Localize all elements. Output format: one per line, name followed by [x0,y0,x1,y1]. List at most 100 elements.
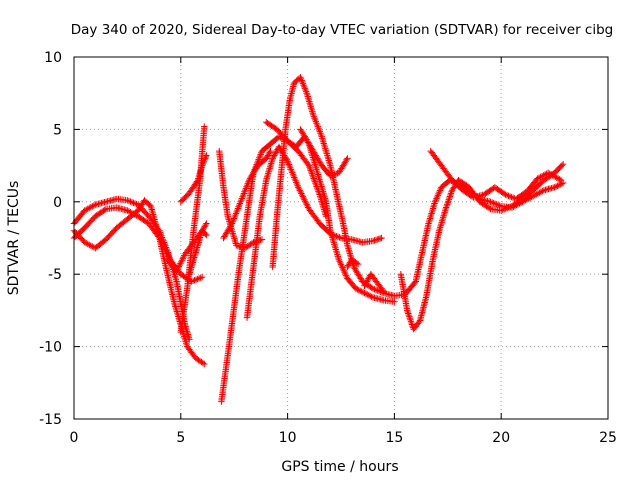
x-tick-label: 15 [385,430,403,446]
data-point [177,258,185,266]
data-point [290,172,297,180]
data-point [344,155,351,162]
data-point [500,190,508,197]
data-point [189,277,197,285]
data-point [552,183,560,190]
data-point [308,168,315,176]
x-tick-label: 5 [176,430,185,446]
data-point [318,184,326,192]
data-point [365,291,372,299]
data-point [128,199,136,206]
y-tick-label: -15 [39,412,62,428]
data-point [192,276,200,283]
data-point [297,188,304,196]
data-point [230,233,238,240]
data-point [334,233,342,240]
data-point [318,183,325,190]
plot-frame [73,56,609,420]
data-point [320,138,327,145]
data-point [291,175,299,183]
data-point [155,233,162,240]
data-point [415,318,423,326]
data-point [357,287,364,295]
data-point [362,281,369,288]
data-point [198,273,206,281]
data-point [304,139,312,146]
data-point [339,265,347,273]
data-point [311,159,318,166]
data-point [339,264,346,271]
data-point [406,313,413,320]
data-point [436,187,444,194]
data-point [306,165,314,173]
data-point [343,156,350,164]
data-point [298,191,306,199]
data-point [125,197,133,205]
data-point [330,237,337,245]
data-point [366,292,374,300]
series-sat-f [177,152,210,205]
data-point [444,201,451,208]
data-point [502,205,509,212]
data-point [365,275,372,282]
y-tick-label: -5 [48,267,62,283]
y-axis-label: SDTVAR / TECUs [6,181,22,296]
data-point [334,253,342,260]
data-point [371,286,378,293]
data-point [436,188,443,196]
data-point [442,204,450,211]
data-point [289,169,296,176]
data-point [405,310,412,317]
data-point [358,288,365,295]
data-point [404,307,411,314]
data-point [380,288,387,295]
data-point [200,158,208,165]
data-point [338,262,345,270]
data-point [295,185,303,193]
y-tick-label: -10 [39,340,62,356]
data-point [411,279,418,286]
data-point [555,181,563,189]
data-point [326,160,334,168]
data-point [330,239,338,246]
data-point [557,181,564,188]
data-point [491,200,499,207]
data-point [201,156,208,164]
data-point [544,169,552,177]
series-sat-q [361,271,387,295]
data-point [271,150,279,158]
x-tick-label: 0 [70,430,79,446]
data-point [285,159,292,167]
data-point [354,260,362,268]
data-markers [70,74,567,405]
data-point [286,162,293,170]
data-point [177,260,184,267]
data-point [352,285,360,292]
data-point [408,319,415,327]
data-point [195,275,203,282]
data-point [179,255,186,262]
data-point [297,75,305,83]
data-point [306,164,313,171]
data-point [319,136,326,144]
data-point [336,258,343,265]
data-point [302,199,310,207]
data-point [201,360,208,368]
data-point [487,198,494,205]
data-point [507,203,514,210]
data-point [202,153,210,161]
data-point [431,198,439,205]
data-point [298,77,305,84]
data-point [361,289,368,297]
data-point [292,177,299,185]
data-point [508,193,515,201]
data-point [302,86,309,94]
data-point [432,196,439,204]
data-point [546,170,553,177]
series-sat-r [344,256,362,271]
data-point [556,176,563,183]
data-point [300,194,307,202]
data-point [191,276,198,284]
series-sat-h [218,133,330,405]
data-point [201,123,208,130]
